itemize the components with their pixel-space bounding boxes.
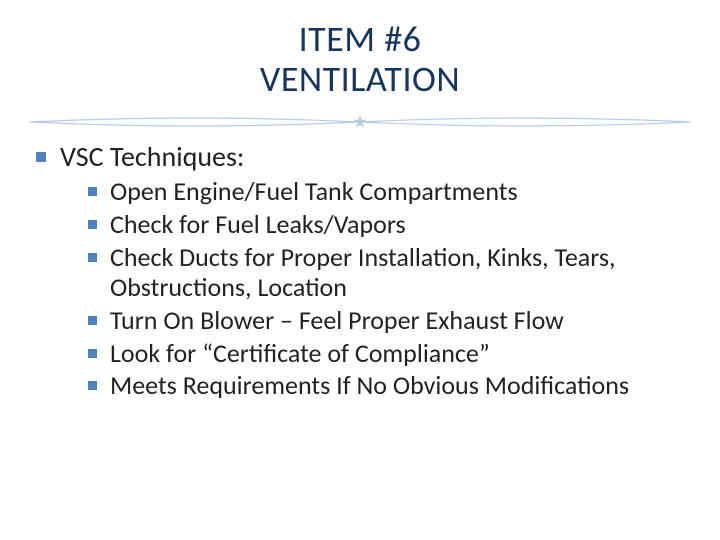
level2-text: Look for “Certificate of Compliance”	[110, 337, 490, 369]
sub-list: Open Engine/Fuel Tank Compartments Check…	[60, 176, 690, 401]
square-bullet-icon	[88, 316, 97, 325]
level2-text: Check for Fuel Leaks/Vapors	[110, 208, 406, 240]
square-bullet-icon	[36, 152, 46, 162]
level2-text: Turn On Blower – Feel Proper Exhaust Flo…	[110, 304, 564, 336]
level1-text: VSC Techniques:	[60, 139, 244, 174]
level2-text: Meets Requirements If No Obvious Modific…	[110, 369, 629, 401]
square-bullet-icon	[88, 253, 97, 262]
slide-title: ITEM #6 VENTILATION	[30, 20, 690, 105]
title-line-1: ITEM #6	[30, 20, 690, 60]
square-bullet-icon	[88, 349, 97, 358]
level2-item: Check for Fuel Leaks/Vapors	[88, 209, 690, 240]
square-bullet-icon	[88, 220, 97, 229]
title-line-2: VENTILATION	[30, 60, 690, 100]
slide: ITEM #6 VENTILATION VSC Techniques: Open…	[0, 0, 720, 540]
title-decor	[30, 111, 690, 133]
level2-item: Turn On Blower – Feel Proper Exhaust Flo…	[88, 305, 690, 336]
square-bullet-icon	[88, 381, 97, 390]
content-list: VSC Techniques: Open Engine/Fuel Tank Co…	[30, 139, 690, 401]
level2-item: Look for “Certificate of Compliance”	[88, 338, 690, 369]
level2-text: Open Engine/Fuel Tank Compartments	[110, 175, 518, 207]
level2-item: Check Ducts for Proper Installation, Kin…	[88, 242, 690, 303]
square-bullet-icon	[88, 187, 97, 196]
level1-item: VSC Techniques: Open Engine/Fuel Tank Co…	[36, 139, 690, 401]
level2-text: Check Ducts for Proper Installation, Kin…	[110, 241, 616, 304]
level2-item: Meets Requirements If No Obvious Modific…	[88, 370, 690, 401]
level2-item: Open Engine/Fuel Tank Compartments	[88, 176, 690, 207]
